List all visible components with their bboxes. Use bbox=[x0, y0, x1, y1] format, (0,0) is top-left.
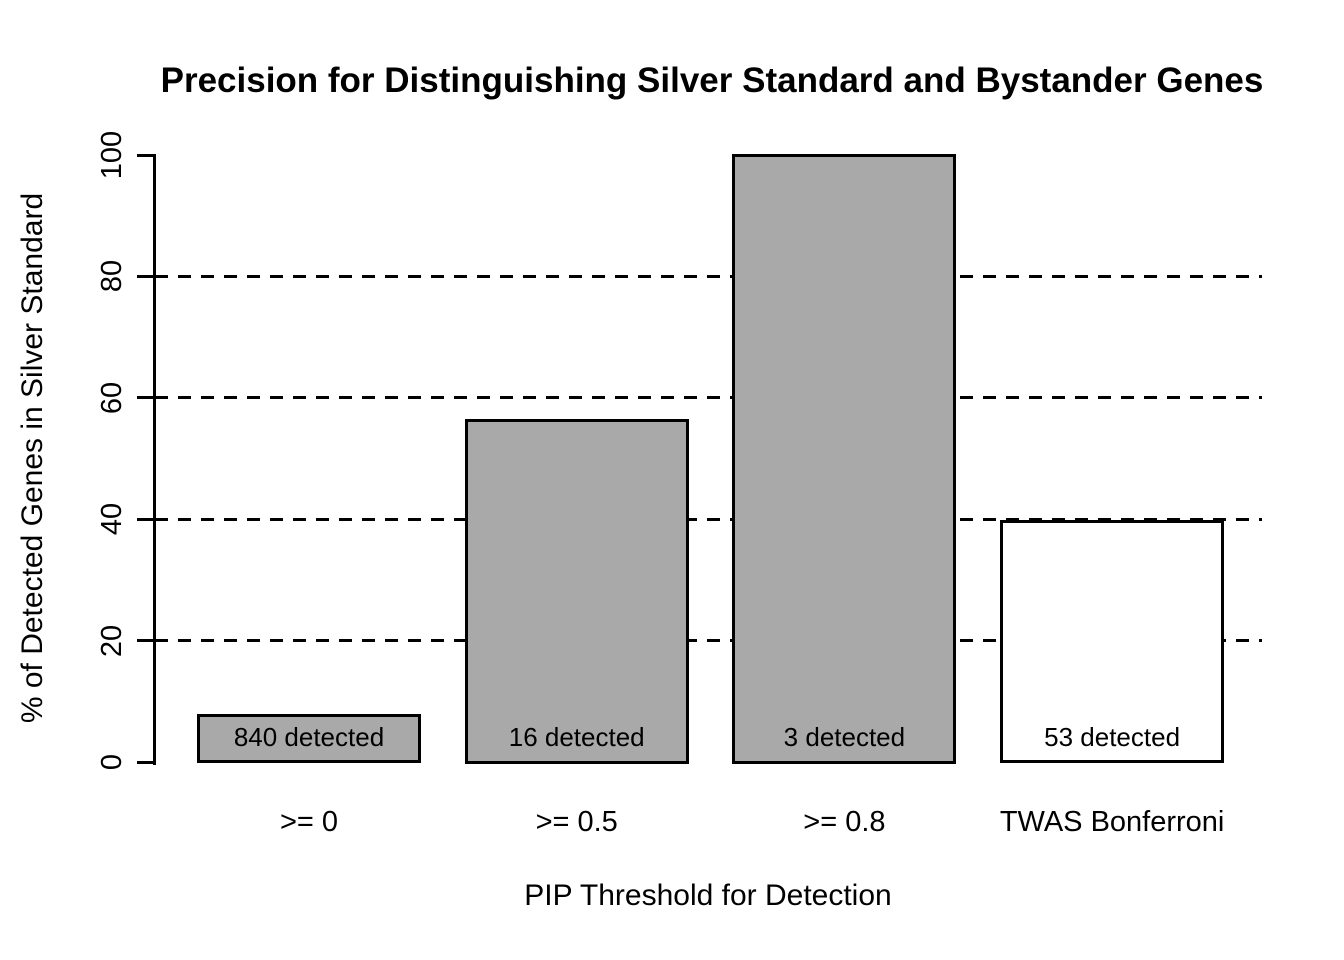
bar-label-0: 840 detected bbox=[233, 722, 385, 752]
y-tick-40 bbox=[137, 517, 155, 521]
y-tick-60 bbox=[137, 396, 155, 400]
y-axis-line bbox=[152, 153, 156, 765]
x-category-label-2: >= 0.8 bbox=[803, 806, 886, 838]
bar-0 bbox=[197, 713, 421, 764]
gridline-20 bbox=[155, 639, 1262, 643]
y-tick-80 bbox=[137, 274, 155, 278]
y-tick-label-80: 80 bbox=[96, 260, 128, 293]
chart-title: Precision for Distinguishing Silver Stan… bbox=[160, 61, 1264, 100]
gridline-60 bbox=[155, 396, 1262, 400]
gridline-80 bbox=[155, 274, 1262, 278]
y-tick-label-60: 60 bbox=[96, 381, 128, 414]
y-tick-label-40: 40 bbox=[96, 503, 128, 536]
y-tick-20 bbox=[137, 639, 155, 643]
y-tick-100 bbox=[137, 153, 155, 157]
x-axis-title: PIP Threshold for Detection bbox=[524, 879, 892, 912]
y-tick-0 bbox=[137, 760, 155, 764]
bar-label-3: 53 detected bbox=[1044, 722, 1181, 752]
bar-2 bbox=[732, 153, 957, 764]
x-category-label-1: >= 0.5 bbox=[535, 806, 618, 838]
y-tick-label-100: 100 bbox=[96, 130, 128, 180]
y-axis-title: % of Detected Genes in Silver Standard bbox=[16, 192, 49, 724]
bar-label-2: 3 detected bbox=[783, 722, 906, 752]
bar-label-1: 16 detected bbox=[508, 722, 645, 752]
y-tick-label-20: 20 bbox=[96, 624, 128, 657]
bar-1 bbox=[464, 419, 689, 764]
x-category-label-0: >= 0 bbox=[279, 806, 339, 838]
gridline-40 bbox=[155, 517, 1262, 521]
bar-3 bbox=[1000, 520, 1225, 764]
y-tick-label-0: 0 bbox=[96, 753, 128, 771]
x-category-label-3: TWAS Bonferroni bbox=[999, 806, 1225, 838]
